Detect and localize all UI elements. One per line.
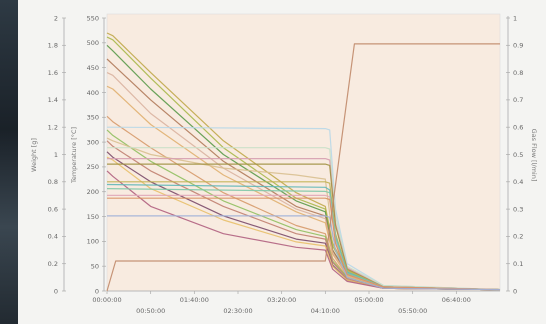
weight-tick-label: 0.6 [48,205,58,213]
gasflow-tick-label: 0 [513,287,517,295]
temperature-tick-label: 450 [87,64,99,72]
gasflow-tick-label: 0.5 [513,151,523,159]
series-group [106,32,501,292]
temperature-axis-label: Temperature [°C] [70,127,78,184]
series-line-22 [107,197,501,291]
temperature-tick-label: 400 [87,89,99,97]
temperature-tick-label: 100 [87,238,99,246]
gasflow-tick-label: 0.2 [513,233,523,241]
weight-tick-label: 0 [54,287,58,295]
temperature-tick-label: 550 [87,14,99,22]
series-line-5 [106,72,501,291]
series-line-23 [107,215,501,291]
weight-ticks: 0 0.2 0.4 0.6 0.8 1 1.2 1.4 1.6 1.8 2 [48,14,66,295]
temperature-tick-label: 250 [87,163,99,171]
temperature-tick-label: 150 [87,213,99,221]
temperature-tick-label: 350 [87,114,99,122]
gasflow-axis-label: Gas Flow [l/min] [530,129,538,182]
gasflow-tick-label: 0.4 [513,178,523,186]
temperature-tick-label: 0 [95,287,99,295]
weight-tick-label: 1.6 [48,69,58,77]
x-ticks: 00:00:00 01:40:00 03:20:00 05:00:00 06:40:00… [92,291,471,315]
gasflow-tick-label: 0.6 [513,124,523,132]
weight-tick-label: 2 [54,14,58,22]
x-upper-tick-label: 00:00:00 [92,296,121,304]
x-lower-tick-label: 00:50:00 [136,307,165,315]
gasflow-tick-label: 0.8 [513,69,523,77]
gasflow-tick-label: 0.9 [513,42,523,50]
weight-tick-label: 1.8 [48,42,58,50]
temperature-tick-label: 200 [87,188,99,196]
x-upper-tick-label: 01:40:00 [180,296,209,304]
temperature-tick-label: 50 [91,262,99,270]
gasflow-tick-label: 0.3 [513,205,523,213]
temperature-tick-label: 500 [87,39,99,47]
x-upper-tick-label: 05:00:00 [354,296,383,304]
weight-tick-label: 1 [54,151,58,159]
gasflow-ticks: 0 0.1 0.2 0.3 0.4 0.5 0.6 0.7 0.8 0.9 1 [506,14,523,295]
plot-area [106,13,501,292]
temperature-ticks: 0 50 100 150 200 250 300 350 400 450 500 550 [87,14,106,295]
x-lower-tick-label: 05:50:00 [398,307,427,315]
temperature-tick-label: 300 [87,138,99,146]
x-upper-tick-label: 03:20:00 [267,296,296,304]
gasflow-tick-label: 0.1 [513,260,523,268]
weight-tick-label: 1.4 [48,96,58,104]
weight-tick-label: 0.2 [48,260,58,268]
series-line-12 [106,170,501,291]
x-lower-tick-label: 04:10:00 [311,307,340,315]
x-upper-tick-label: 06:40:00 [442,296,471,304]
series-line-11 [106,156,501,291]
weight-axis-label: Weight [g] [30,138,38,172]
background-photo-edge [0,0,20,324]
series-line-6 [106,85,501,291]
series-line-24 [106,43,500,292]
gasflow-tick-label: 1 [513,14,517,22]
weight-tick-label: 1.2 [48,124,58,132]
series-line-15 [107,147,501,291]
weight-tick-label: 0.4 [48,233,58,241]
gasflow-tick-label: 0.7 [513,96,523,104]
x-lower-tick-label: 02:30:00 [223,307,252,315]
weight-tick-label: 0.8 [48,178,58,186]
